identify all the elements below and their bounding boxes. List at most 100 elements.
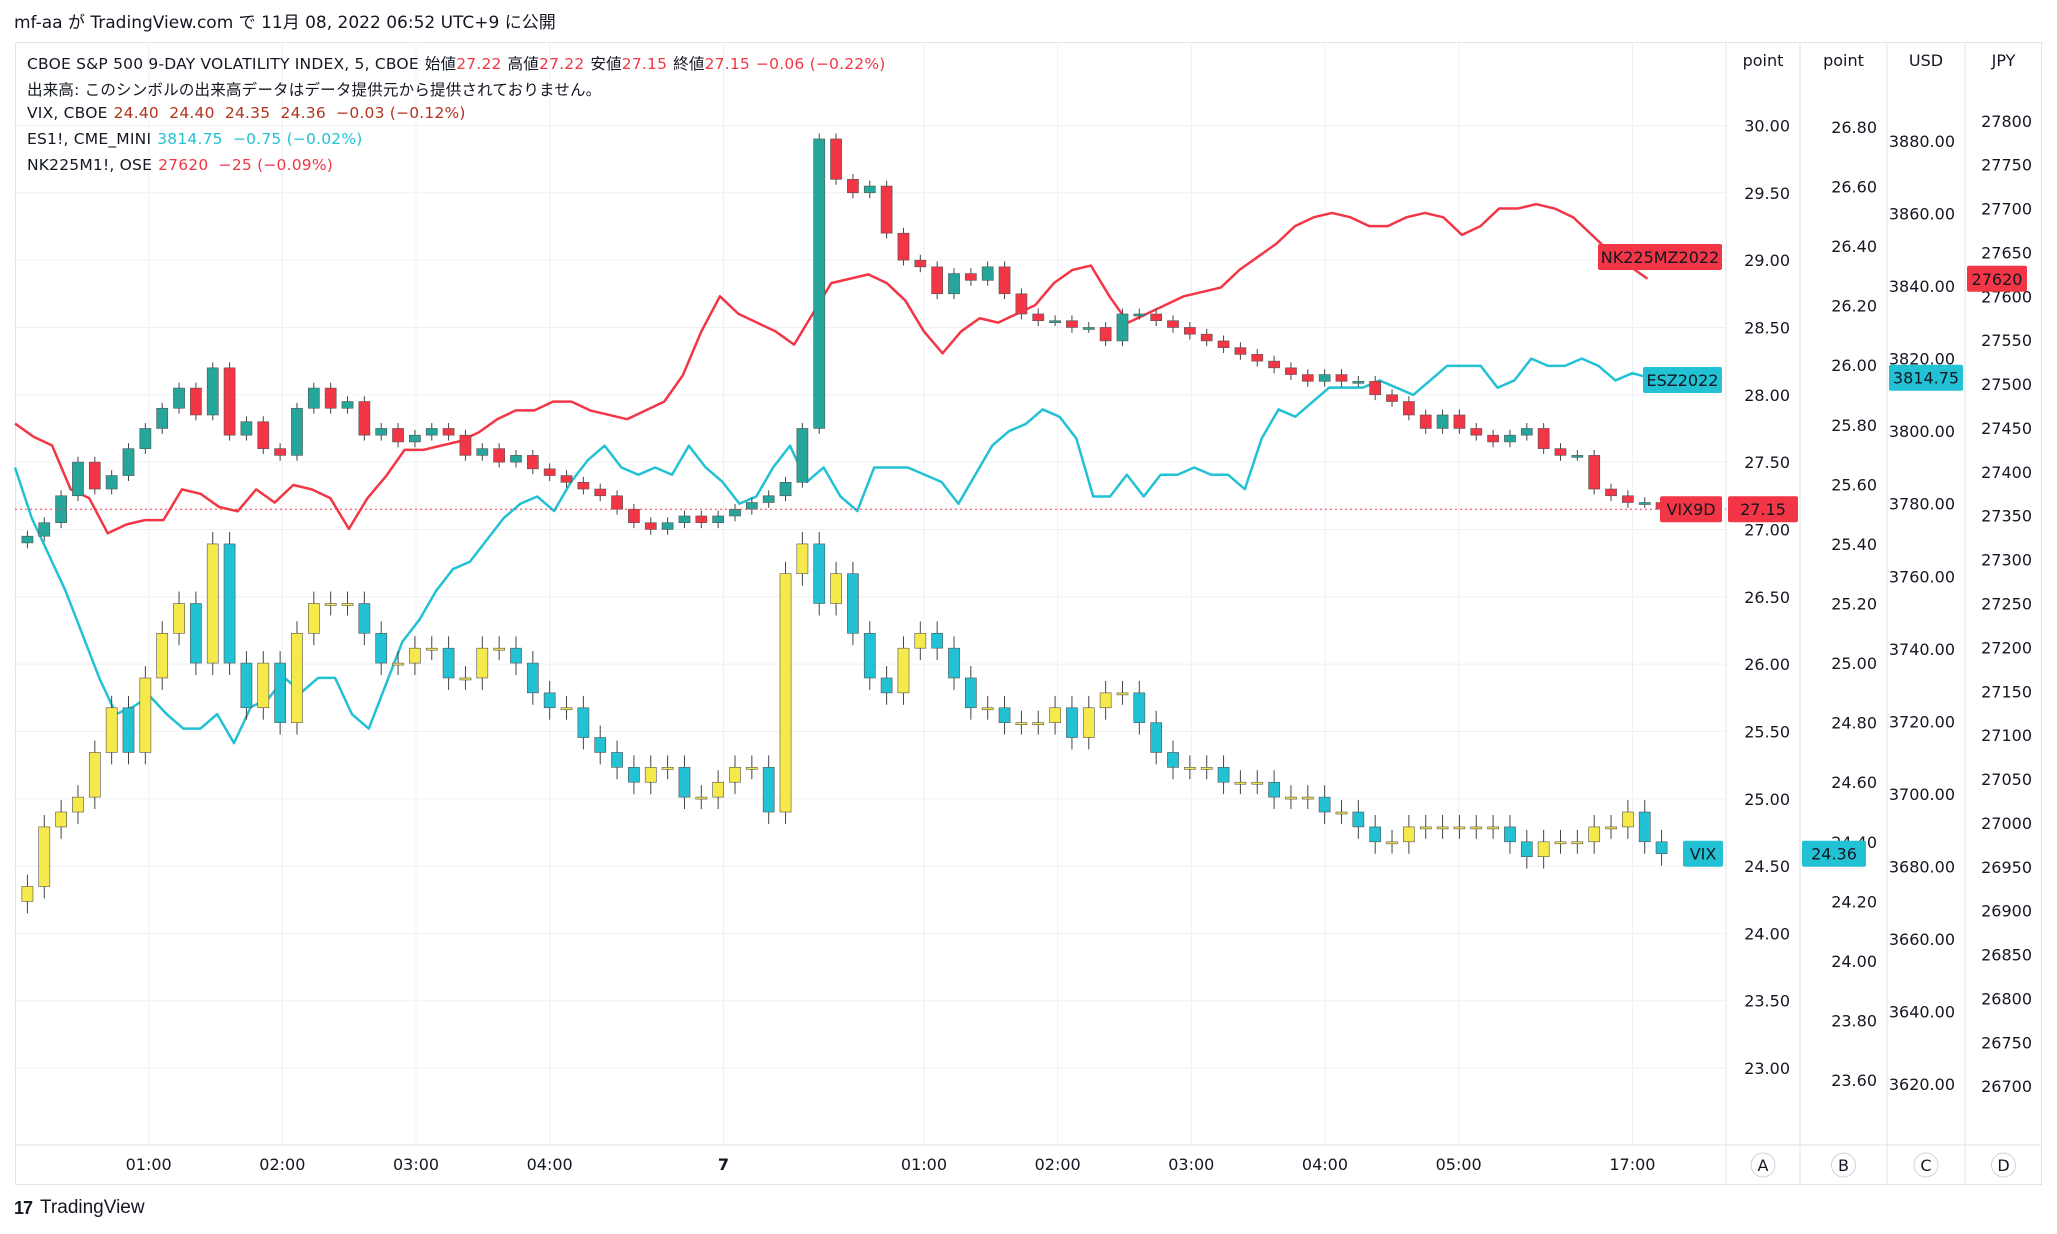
vix9d-candle — [1116, 313, 1129, 342]
vix9d-candle — [510, 455, 522, 463]
vix9d-candle — [493, 448, 505, 463]
vix9d-candle — [1487, 434, 1499, 443]
price-tick-label: 23.60 — [1831, 1071, 1877, 1090]
vix-candle — [644, 767, 657, 783]
vix-candle — [425, 647, 438, 651]
vix-candle — [1436, 826, 1449, 830]
vix-candle — [611, 752, 623, 768]
vix9d-candle — [1504, 434, 1516, 443]
vix9d-candle — [1369, 381, 1382, 396]
price-tick-label: 27250 — [1981, 595, 2032, 614]
vix9d-candle — [847, 179, 859, 194]
vix9d-candle — [914, 259, 927, 268]
vix9d-candle — [442, 428, 455, 436]
price-tick-label: 26750 — [1981, 1033, 2032, 1052]
vix-candle — [358, 603, 371, 634]
price-tick-label: 25.80 — [1831, 416, 1877, 435]
price-tick-label: 24.20 — [1831, 892, 1877, 911]
vix-candle — [493, 647, 505, 651]
price-tick-label: 26900 — [1981, 902, 2032, 921]
vix9d-candle — [526, 455, 539, 470]
price-tick-label: 27100 — [1981, 726, 2032, 745]
price-tick-label: 26.00 — [1744, 655, 1790, 674]
price-tick-label: 25.00 — [1744, 790, 1790, 809]
vix9d-candle — [1200, 333, 1213, 342]
price-tick-label: 26.80 — [1831, 118, 1877, 137]
vix9d-candle — [863, 185, 876, 194]
vix9d-candle — [122, 448, 135, 476]
vix-candle — [442, 647, 455, 679]
price-tick-label: 24.00 — [1831, 952, 1877, 971]
price-tick-label: 27800 — [1981, 112, 2032, 131]
price-tick-label: 27650 — [1981, 243, 2032, 262]
vix-candle — [695, 796, 708, 800]
vix9d-candle — [543, 468, 556, 476]
vix9d-candle — [1419, 414, 1432, 429]
vix9d-candle — [964, 273, 977, 281]
chart-frame — [15, 42, 2042, 1185]
price-tick-label: 25.00 — [1831, 654, 1877, 673]
vix9d-candle — [375, 428, 388, 436]
vix9d-candle — [1386, 394, 1398, 402]
vix9d-candle — [1638, 502, 1651, 505]
tradingview-footer[interactable]: 17 TradingView — [14, 1197, 145, 1219]
vix-candle — [830, 573, 842, 604]
axis-unit-label: point — [1743, 51, 1784, 70]
vix-candle — [1251, 781, 1264, 785]
vix9d-candle — [931, 266, 944, 295]
vix9d-candle — [307, 387, 320, 409]
price-tick-label: 3620.00 — [1889, 1075, 1955, 1094]
x-tick-label: 01:00 — [901, 1155, 947, 1174]
vix-candle — [796, 543, 809, 575]
vix9d-candle — [38, 522, 51, 537]
vix-candle — [863, 632, 876, 679]
tradingview-logo-icon: 17 — [14, 1197, 33, 1218]
axis-letter: D — [1997, 1156, 2009, 1175]
legend-nk-values: 27620 −25 (−0.09%) — [158, 156, 334, 174]
vix-candle — [1150, 722, 1163, 753]
price-tick-label: 27550 — [1981, 331, 2032, 350]
axis-letter-badge — [1831, 1152, 1856, 1178]
price-tick-label: 25.50 — [1744, 722, 1790, 741]
vix-series-tag-bg — [1683, 840, 1723, 867]
vix9d-candle — [560, 475, 573, 483]
vix9d-series-tag: VIX9D — [1666, 500, 1715, 519]
vix-candle — [594, 737, 607, 753]
vix-candle — [1318, 796, 1331, 813]
vix9d-candle — [1167, 320, 1179, 328]
vix-candle — [156, 632, 169, 679]
price-tick-label: 3780.00 — [1889, 495, 1955, 514]
vix9d-candle — [830, 138, 842, 180]
vix-candle — [762, 767, 775, 813]
vix-last-tag-bg — [1802, 840, 1866, 867]
price-tick-label: 3740.00 — [1889, 640, 1955, 659]
vix9d-candle — [611, 495, 623, 510]
vix9d-candle — [21, 535, 34, 544]
vix-candle — [1419, 826, 1432, 830]
price-tick-label: 3880.00 — [1889, 132, 1955, 151]
price-tick-label: 3820.00 — [1889, 350, 1955, 369]
vix9d-candle — [1032, 313, 1045, 322]
vix9d-candle — [1015, 293, 1028, 315]
vix-candle — [847, 573, 859, 634]
price-tick-label: 26.00 — [1831, 356, 1877, 375]
nk-series-tag-bg — [1598, 244, 1722, 270]
vix-candle — [476, 647, 489, 679]
vix-candle — [307, 603, 320, 634]
vix-candle — [661, 767, 674, 770]
vix9d-candle — [291, 407, 303, 456]
vix-candle — [55, 811, 67, 828]
price-tick-label: 3860.00 — [1889, 205, 1955, 224]
price-tick-label: 27000 — [1981, 814, 2032, 833]
axis-letter: A — [1758, 1156, 1769, 1175]
vix9d-candle — [139, 428, 152, 449]
vix-candle — [105, 707, 118, 753]
price-tick-label: 24.60 — [1831, 773, 1877, 792]
vix-candle — [1504, 826, 1516, 843]
price-tick-label: 26800 — [1981, 989, 2032, 1008]
price-tick-label: 27300 — [1981, 551, 2032, 570]
legend-vix-values: 24.40 24.40 24.35 24.36 −0.03 (−0.12%) — [113, 104, 466, 122]
price-tick-label: 30.00 — [1744, 116, 1790, 135]
price-tick-label: 29.50 — [1744, 184, 1790, 203]
